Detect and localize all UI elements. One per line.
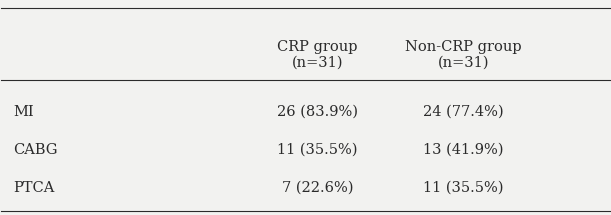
Text: CABG: CABG: [13, 143, 58, 157]
Text: 11 (35.5%): 11 (35.5%): [277, 143, 358, 157]
Text: 24 (77.4%): 24 (77.4%): [423, 105, 504, 119]
Text: 26 (83.9%): 26 (83.9%): [277, 105, 358, 119]
Text: MI: MI: [13, 105, 34, 119]
Text: 7 (22.6%): 7 (22.6%): [282, 181, 353, 195]
Text: CRP group
(n=31): CRP group (n=31): [277, 40, 358, 70]
Text: 13 (41.9%): 13 (41.9%): [423, 143, 504, 157]
Text: 11 (35.5%): 11 (35.5%): [423, 181, 504, 195]
Text: PTCA: PTCA: [13, 181, 55, 195]
Text: Non-CRP group
(n=31): Non-CRP group (n=31): [405, 40, 522, 70]
